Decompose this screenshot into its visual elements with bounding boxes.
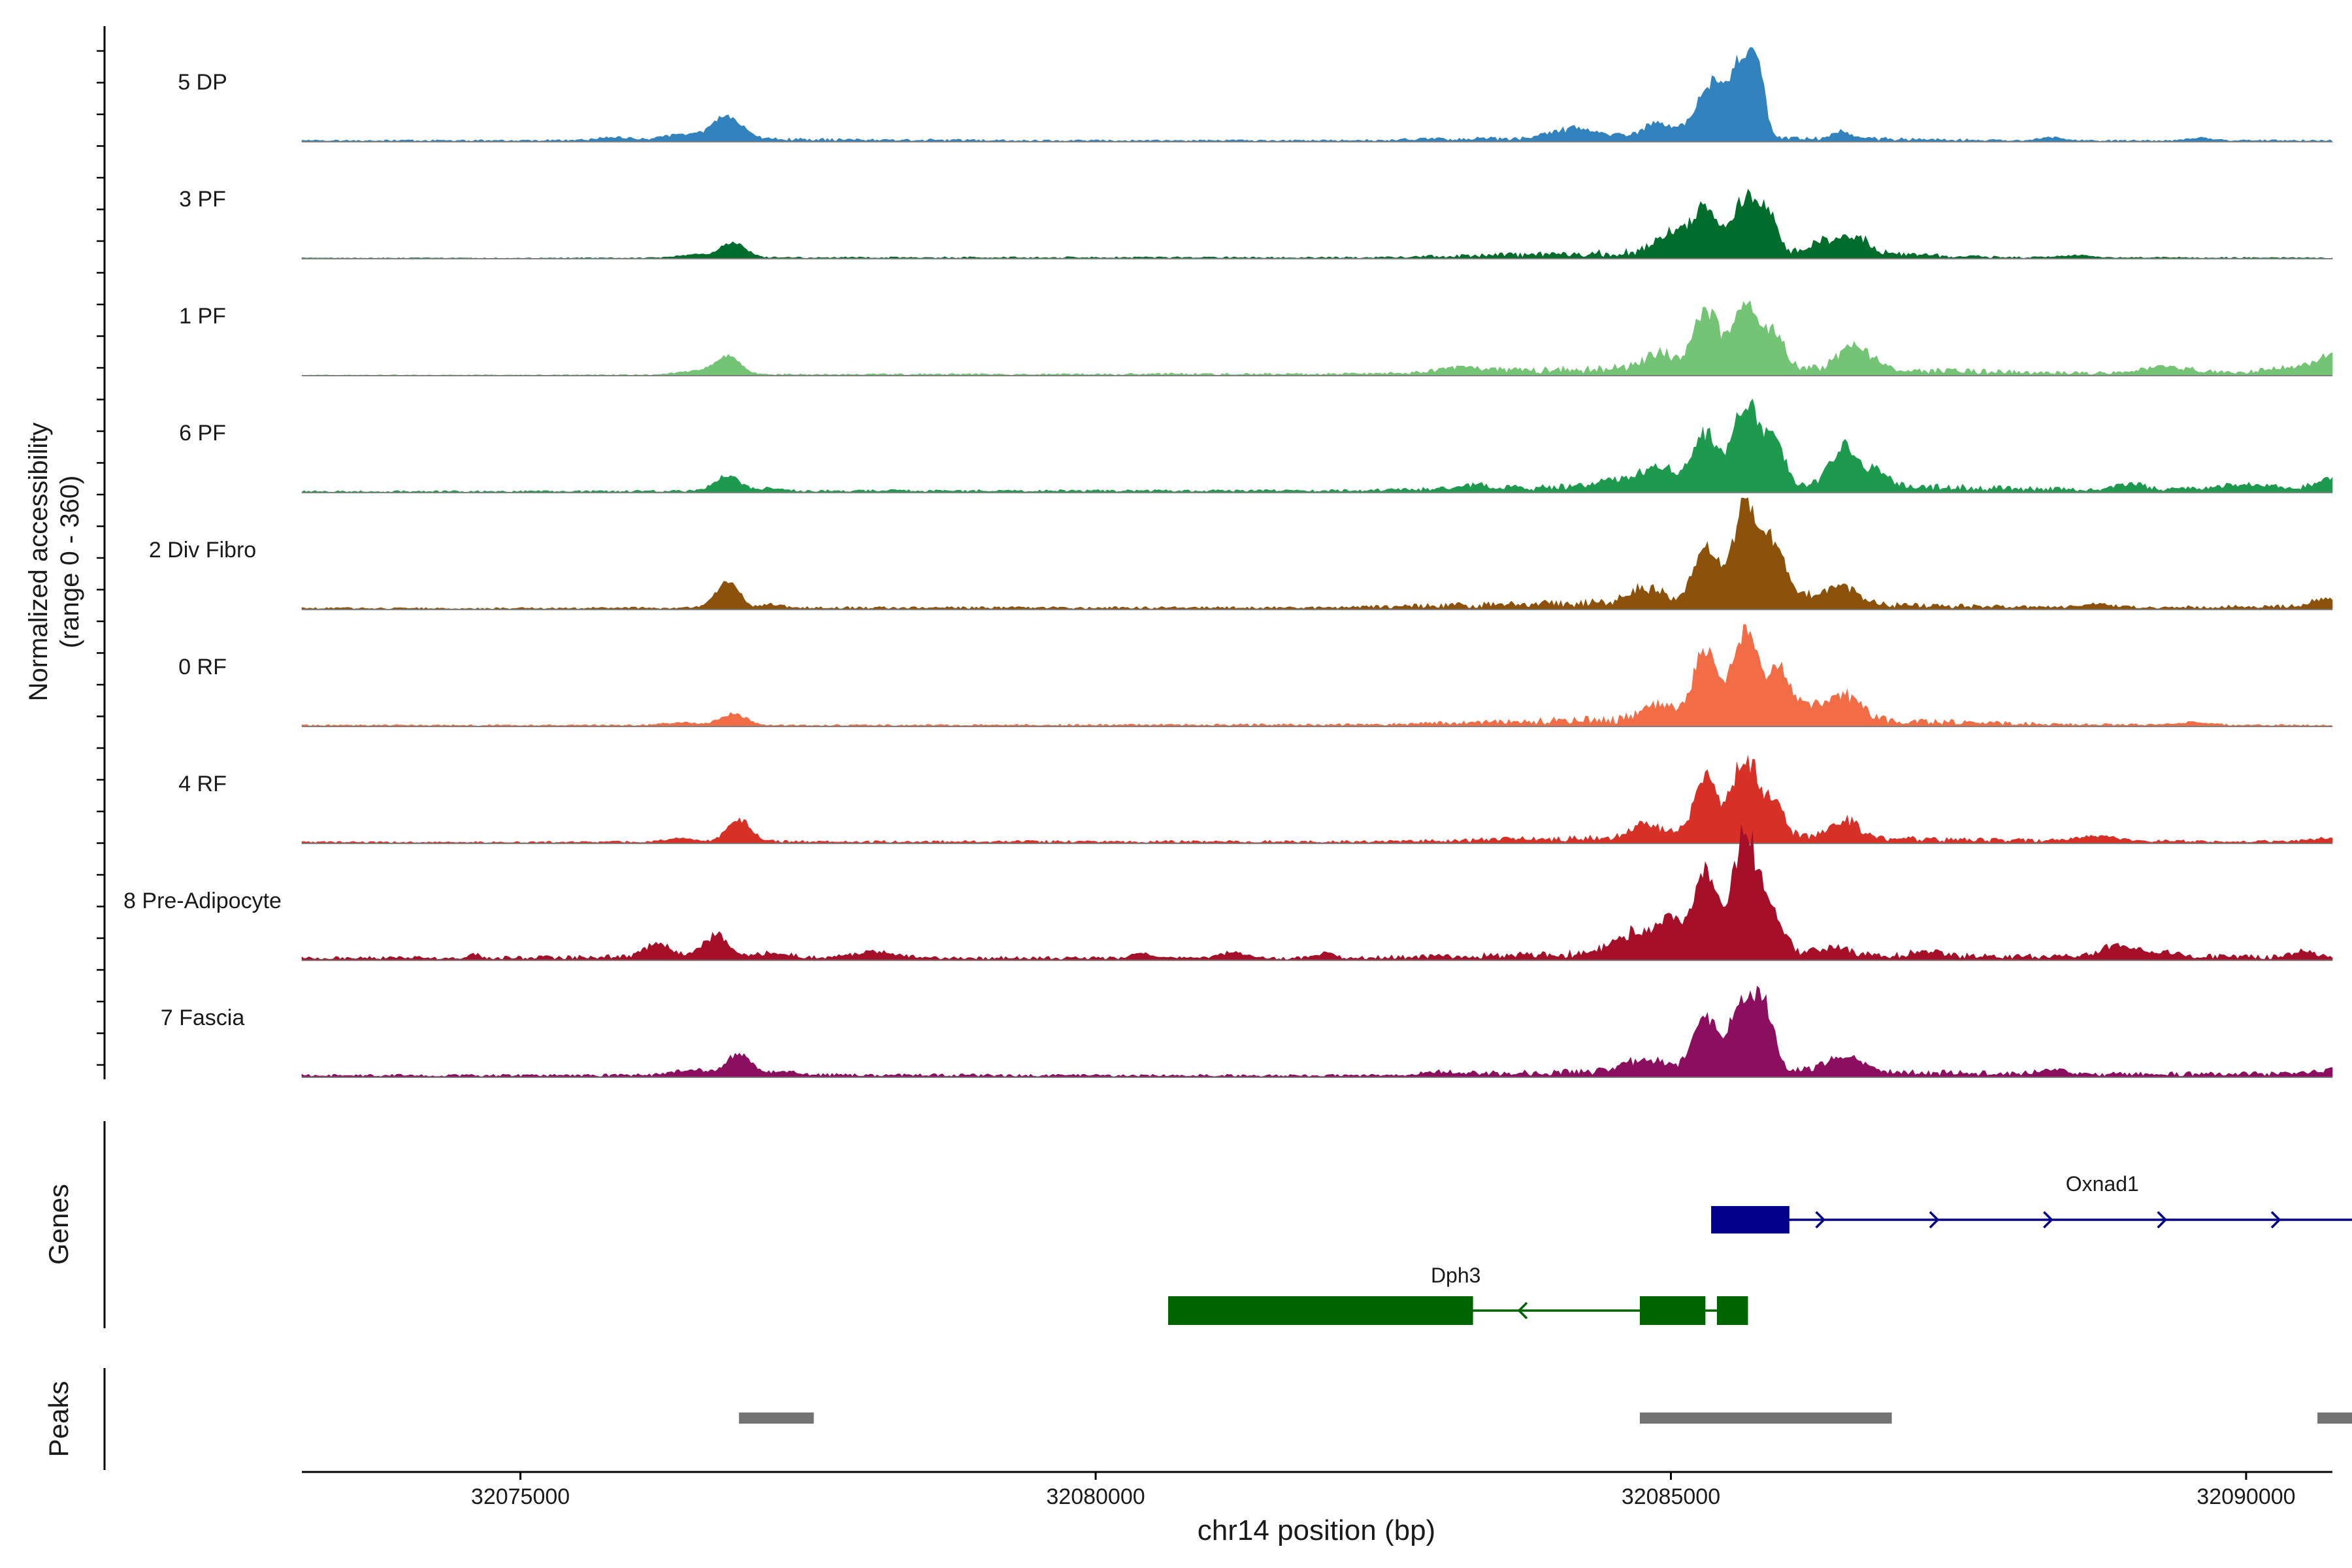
x-tick-label: 32080000 [1046,1484,1145,1509]
coverage-y-axis [97,26,106,1079]
coverage-area [301,985,2333,1078]
track-label: 4 RF [178,772,227,796]
track-label: 0 RF [178,655,227,679]
track-label: 6 PF [179,421,226,446]
coverage-area [301,398,2333,493]
x-axis-label: chr14 position (bp) [1198,1514,1435,1546]
strand-arrow [2157,1211,2168,1229]
track-label: 5 DP [178,70,227,95]
track-label: 7 Fascia [161,1005,245,1030]
coverage-area [301,755,2333,844]
coverage-area [301,497,2333,610]
track-0-rf: 0 RF [178,624,2333,727]
y-axis-label-line2: (range 0 - 360) [56,476,84,649]
track-label: 8 Pre-Adipocyte [123,889,282,913]
track-4-rf: 4 RF [178,755,2333,844]
track-7-fascia: 7 Fascia [161,985,2333,1078]
gene-label: Oxnad1 [2066,1172,2139,1196]
gene-exon [1716,1296,1748,1325]
gene-oxnad1: Oxnad1 [1711,1172,2352,1233]
strand-arrow [1929,1211,1940,1229]
x-tick-label: 32075000 [471,1484,570,1509]
gene-dph3: Dph3 [1168,1264,1748,1325]
y-axis-label-line1: Normalized accessibility [24,423,53,702]
track-1-pf: 1 PF [179,300,2333,376]
genes-panel: Genes Oxnad1 Dph3 [43,1121,2352,1328]
gene-exon [1168,1296,1473,1325]
genes-panel-label: Genes [43,1184,74,1265]
x-axis: 32075000 32080000 32085000 32090000 [302,1471,2332,1509]
coverage-area [301,624,2333,727]
x-tick-label: 32090000 [2197,1484,2295,1509]
strand-arrow [1815,1211,1826,1229]
strand-arrow [1517,1301,1528,1320]
coverage-area [301,300,2333,376]
peaks-panel-label: Peaks [43,1381,74,1458]
coverage-area [301,825,2333,961]
track-2-div-fibro: 2 Div Fibro [149,497,2333,610]
gene-exon [1711,1206,1789,1233]
track-label: 3 PF [179,187,226,212]
track-3-pf: 3 PF [179,187,2333,259]
peak-region [739,1413,814,1424]
gene-label: Dph3 [1431,1264,1481,1287]
strand-arrow [2043,1211,2053,1229]
x-tick-label: 32085000 [1622,1484,1720,1509]
track-8-pre-adipocyte: 8 Pre-Adipocyte [123,825,2333,961]
peaks-panel: Peaks [43,1368,2352,1470]
peak-region [1639,1413,1892,1424]
peak-region [2317,1413,2352,1424]
track-5-dp: 5 DP [178,47,2333,142]
gene-exon [1639,1296,1706,1325]
coverage-area [301,189,2333,259]
accessibility-tracks: 5 DP 3 PF 1 PF 6 PF 2 Div Fibro 0 RF 4 RF 8 Pre… [123,47,2333,1078]
track-label: 1 PF [179,304,226,329]
coverage-area [301,47,2333,142]
track-6-pf: 6 PF [179,398,2333,493]
track-label: 2 Div Fibro [149,538,256,563]
strand-arrow [2270,1211,2281,1229]
